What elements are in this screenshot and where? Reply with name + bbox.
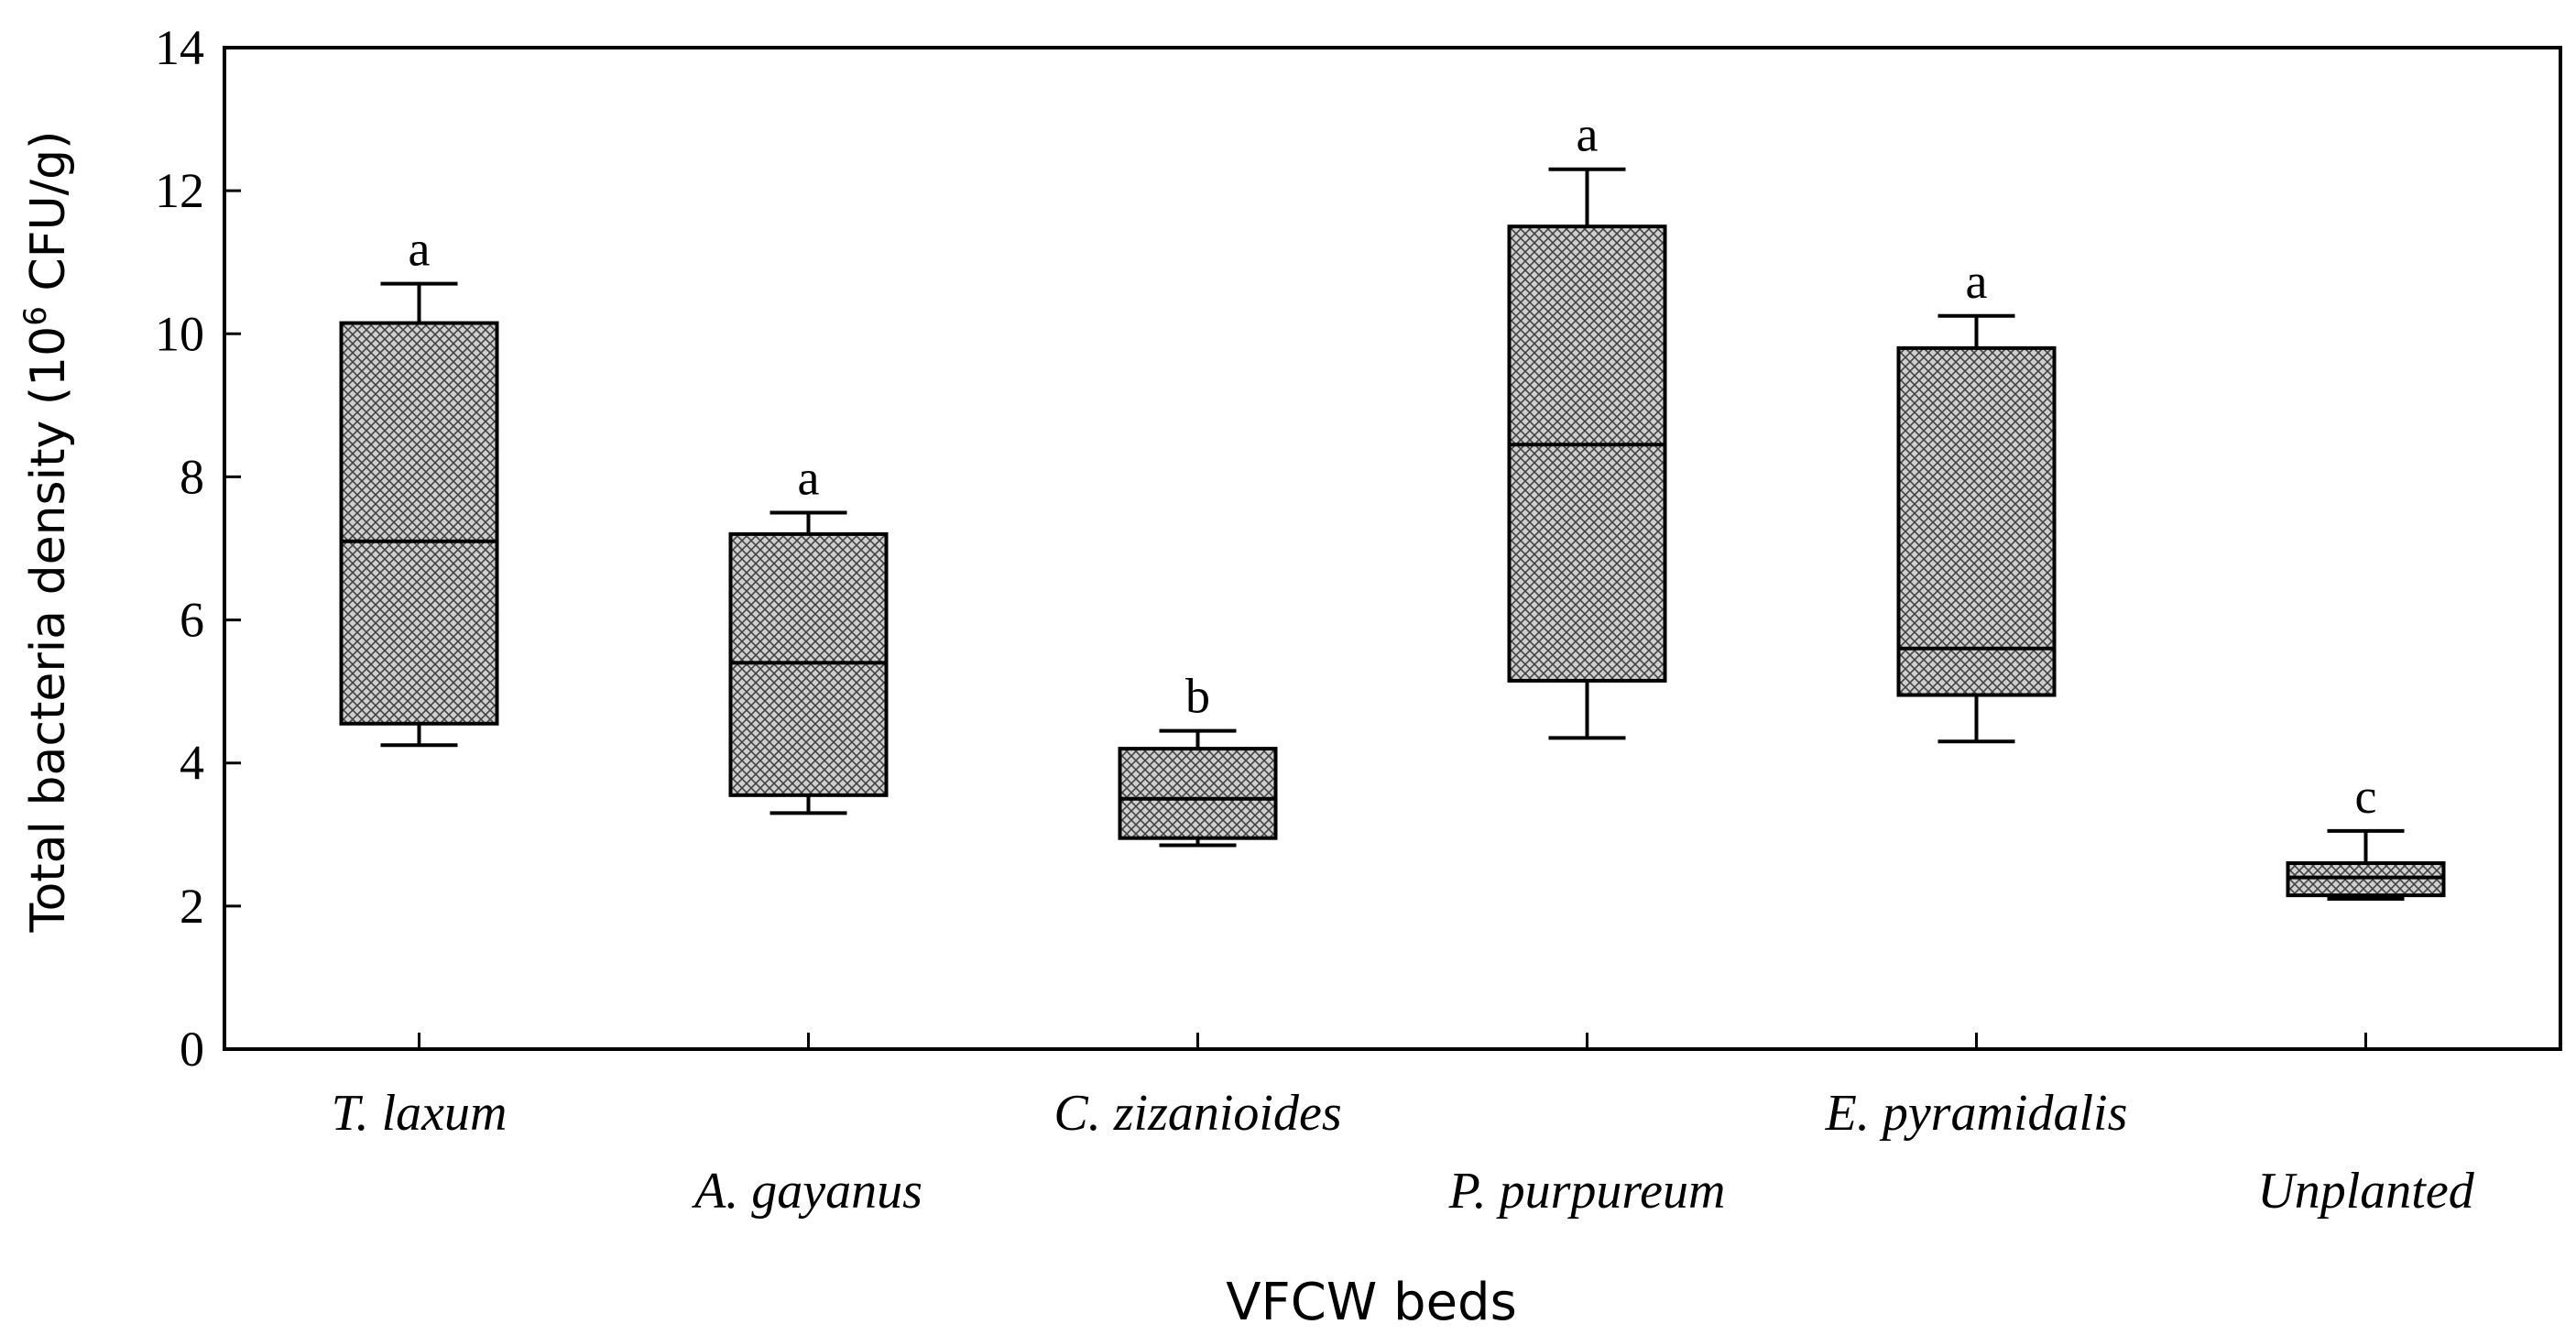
y-tick-label: 2	[180, 879, 204, 934]
y-tick-label: 0	[180, 1022, 204, 1077]
significance-letter: c	[2355, 769, 2377, 824]
box-5	[1896, 313, 2057, 744]
category-label: E. pyramidalis	[1825, 1085, 2128, 1142]
box-series	[339, 167, 2446, 902]
box-body	[1118, 747, 1278, 840]
plot-frame	[223, 46, 2562, 1051]
category-labels: T. laxum A. gayanus C. zizanioides P. purpu…	[332, 1085, 2475, 1220]
significance-letter: a	[1966, 254, 1988, 309]
box-2	[728, 510, 889, 815]
category-label: A. gayanus	[691, 1163, 922, 1220]
significance-letter: b	[1185, 669, 1210, 724]
y-tick-label: 8	[180, 449, 204, 504]
box-3	[1118, 728, 1278, 848]
category-label: T. laxum	[332, 1085, 508, 1142]
box-1	[339, 281, 499, 748]
category-label: C. zizanioides	[1053, 1085, 1341, 1142]
box-body	[1507, 224, 1667, 683]
x-axis-ticks	[418, 1033, 2367, 1049]
y-tick-label: 12	[155, 163, 204, 218]
box-6	[2286, 828, 2446, 902]
box-body	[339, 321, 499, 726]
y-tick-label: 6	[180, 593, 204, 648]
y-axis-ticks: 0 2 4 6 8 10 12 14	[155, 20, 241, 1077]
significance-letters: a a b a a c	[409, 107, 2377, 824]
y-tick-label: 14	[155, 20, 204, 75]
box-4	[1507, 167, 1667, 740]
category-label: Unplanted	[2257, 1163, 2474, 1220]
significance-letter: a	[798, 450, 820, 505]
y-tick-label: 10	[155, 306, 204, 361]
x-axis-title: VFCW beds	[1226, 1273, 1517, 1332]
y-tick-label: 4	[180, 736, 204, 791]
significance-letter: a	[1577, 107, 1599, 162]
box-body	[1896, 345, 2057, 697]
category-label: P. purpureum	[1448, 1163, 1726, 1220]
significance-letter: a	[409, 222, 431, 277]
y-axis-title: Total bacteria density (106 CFU/g)	[17, 131, 76, 934]
